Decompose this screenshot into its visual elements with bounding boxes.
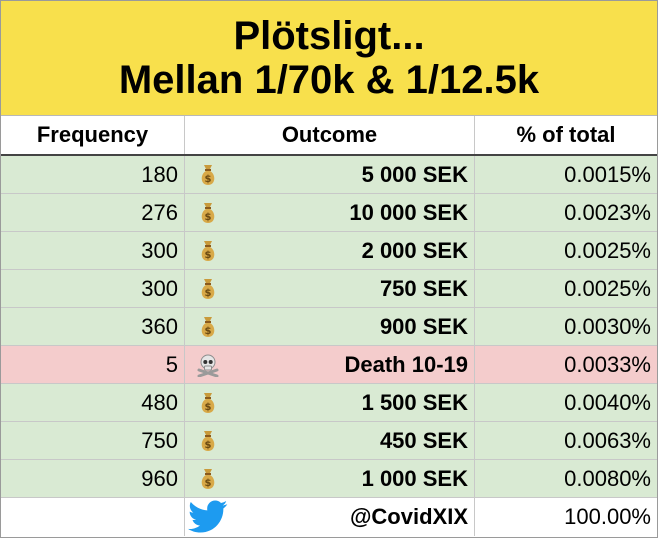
frequency-cell[interactable]: 960 xyxy=(1,460,185,497)
svg-text:$: $ xyxy=(205,250,212,261)
outcome-cell[interactable]: $1 000 SEK xyxy=(185,460,475,497)
svg-text:$: $ xyxy=(205,174,212,185)
table-row: 180 $5 000 SEK 0.0015% xyxy=(1,156,657,194)
percent-cell[interactable]: 0.0033% xyxy=(564,351,651,377)
table-body: 180 $5 000 SEK 0.0015% 276 $10 000 SEK 0.0023… xyxy=(1,156,657,536)
outcome-cell[interactable]: $900 SEK xyxy=(185,308,475,345)
title-banner: Plötsligt... Mellan 1/70k & 1/12.5k xyxy=(1,1,657,116)
money-bag-icon: $ xyxy=(185,384,231,421)
money-bag-icon: $ xyxy=(185,460,231,497)
outcome-cell[interactable]: $2 000 SEK xyxy=(185,232,475,269)
percent-cell[interactable]: 100.00% xyxy=(564,504,651,529)
outcome-label: 1 000 SEK xyxy=(361,465,468,491)
outcome-label: 750 SEK xyxy=(379,275,468,301)
money-bag-icon: $ xyxy=(185,422,231,459)
header-frequency[interactable]: Frequency xyxy=(1,116,185,154)
money-bag-icon: $ xyxy=(185,232,231,269)
percent-cell[interactable]: 0.0080% xyxy=(564,465,651,491)
percent-cell[interactable]: 0.0030% xyxy=(564,313,651,339)
svg-text:$: $ xyxy=(205,212,212,223)
svg-text:$: $ xyxy=(205,478,212,489)
money-bag-icon: $ xyxy=(185,270,231,307)
money-bag-icon: $ xyxy=(185,194,231,231)
outcome-label: 900 SEK xyxy=(379,313,468,339)
table-row: 276 $10 000 SEK 0.0023% xyxy=(1,194,657,232)
frequency-cell[interactable]: 276 xyxy=(1,194,185,231)
frequency-cell[interactable]: 300 xyxy=(1,232,185,269)
outcome-cell[interactable]: Death 10-19 xyxy=(185,346,475,383)
header-outcome[interactable]: Outcome xyxy=(185,116,475,154)
table-row: 360 $900 SEK 0.0030% xyxy=(1,308,657,346)
skull-crossbones-icon xyxy=(185,346,231,383)
svg-text:$: $ xyxy=(205,288,212,299)
percent-cell[interactable]: 0.0025% xyxy=(564,275,651,301)
percent-cell[interactable]: 0.0040% xyxy=(564,389,651,415)
frequency-cell[interactable]: 480 xyxy=(1,384,185,421)
percent-cell[interactable]: 0.0025% xyxy=(564,237,651,263)
frequency-cell[interactable]: 5 xyxy=(1,346,185,383)
table-row: 960 $1 000 SEK 0.0080% xyxy=(1,460,657,498)
outcome-cell[interactable]: $10 000 SEK xyxy=(185,194,475,231)
svg-text:$: $ xyxy=(205,440,212,451)
money-bag-icon: $ xyxy=(185,308,231,345)
table-row: 750 $450 SEK 0.0063% xyxy=(1,422,657,460)
outcome-label: 450 SEK xyxy=(379,427,468,453)
table-row-total: @CovidXIX 100.00% xyxy=(1,498,657,536)
outcome-label: 1 500 SEK xyxy=(361,389,468,415)
frequency-cell[interactable]: 180 xyxy=(1,156,185,193)
percent-cell[interactable]: 0.0063% xyxy=(564,427,651,453)
outcome-label: 2 000 SEK xyxy=(361,237,468,263)
frequency-cell[interactable]: 360 xyxy=(1,308,185,345)
percent-cell[interactable]: 0.0023% xyxy=(564,199,651,225)
table-row-death: 5 Death 10-19 0.0033% xyxy=(1,346,657,384)
table-row: 480 $1 500 SEK 0.0040% xyxy=(1,384,657,422)
table-header: Frequency Outcome % of total xyxy=(1,116,657,156)
title-line-2: Mellan 1/70k & 1/12.5k xyxy=(118,58,540,102)
title-line-1: Plötsligt... xyxy=(233,14,425,58)
money-bag-icon: $ xyxy=(185,156,231,193)
frequency-cell[interactable]: 300 xyxy=(1,270,185,307)
outcome-cell[interactable]: $450 SEK xyxy=(185,422,475,459)
svg-text:$: $ xyxy=(205,326,212,337)
header-percent[interactable]: % of total xyxy=(516,122,616,147)
outcome-label: 10 000 SEK xyxy=(349,199,468,225)
frequency-cell[interactable] xyxy=(1,498,185,536)
outcome-cell[interactable]: @CovidXIX xyxy=(185,498,475,536)
svg-text:$: $ xyxy=(205,402,212,413)
outcome-label: 5 000 SEK xyxy=(361,161,468,187)
outcome-cell[interactable]: $750 SEK xyxy=(185,270,475,307)
table-row: 300 $2 000 SEK 0.0025% xyxy=(1,232,657,270)
percent-cell[interactable]: 0.0015% xyxy=(564,161,651,187)
frequency-cell[interactable]: 750 xyxy=(1,422,185,459)
table-row: 300 $750 SEK 0.0025% xyxy=(1,270,657,308)
outcome-cell[interactable]: $5 000 SEK xyxy=(185,156,475,193)
twitter-bird-icon xyxy=(185,498,231,536)
outcome-label: @CovidXIX xyxy=(349,504,468,529)
outcome-cell[interactable]: $1 500 SEK xyxy=(185,384,475,421)
outcome-label: Death 10-19 xyxy=(344,351,468,377)
